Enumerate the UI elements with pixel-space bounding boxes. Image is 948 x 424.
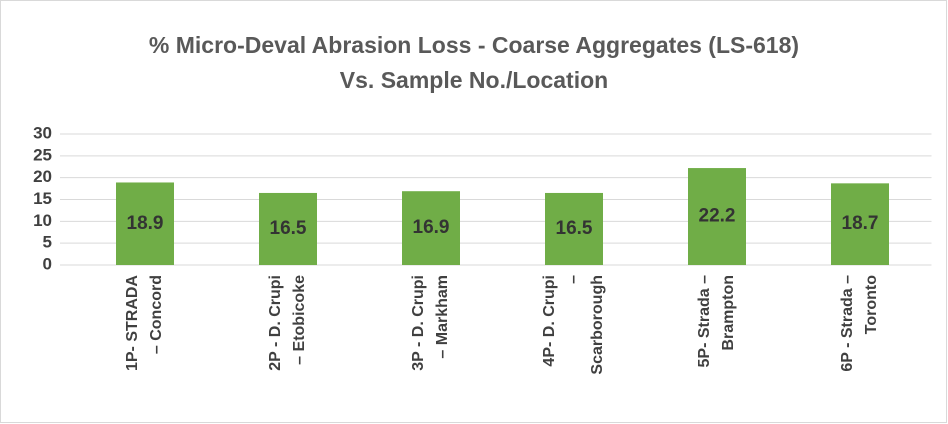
x-tick-label: 6P - Strada – <box>839 275 856 372</box>
bar <box>402 191 460 265</box>
y-tick-label: 5 <box>43 233 52 252</box>
bar <box>688 168 746 265</box>
y-tick-label: 30 <box>33 123 52 142</box>
x-tick-label: Brampton <box>720 275 737 351</box>
x-tick-label: 5P- Strada – <box>696 275 713 368</box>
chart-title: Vs. Sample No./Location <box>340 67 608 93</box>
x-tick-label: 2P - D. Crupi <box>267 275 284 371</box>
x-tick-label: – Markham <box>434 275 451 359</box>
x-tick-label: Scarborough <box>589 275 606 375</box>
y-tick-label: 25 <box>33 145 52 164</box>
x-tick-label: 1P- STRADA <box>124 275 141 371</box>
data-label: 16.9 <box>413 217 450 238</box>
y-tick-label: 0 <box>43 254 52 273</box>
y-tick-label: 15 <box>33 189 52 208</box>
data-label: 16.5 <box>270 218 307 239</box>
y-tick-label: 10 <box>33 211 52 230</box>
data-label: 18.7 <box>842 213 879 234</box>
x-tick-label: – <box>565 275 582 284</box>
x-tick-label: – Concord <box>148 275 165 354</box>
x-tick-label: 3P - D. Crupi <box>410 275 427 371</box>
bar <box>116 182 174 265</box>
bar <box>259 192 317 265</box>
chart-title: % Micro-Deval Abrasion Loss - Coarse Agg… <box>149 32 799 58</box>
data-label: 16.5 <box>556 218 593 239</box>
y-tick-label: 20 <box>33 167 52 186</box>
x-tick-label: – Etobicoke <box>291 275 308 365</box>
bar <box>545 192 603 265</box>
data-label: 22.2 <box>699 206 736 227</box>
x-tick-label: 4P- D. Crupi <box>541 275 558 367</box>
x-tick-label: Toronto <box>863 275 880 334</box>
data-label: 18.9 <box>127 213 164 234</box>
bar <box>831 183 889 265</box>
